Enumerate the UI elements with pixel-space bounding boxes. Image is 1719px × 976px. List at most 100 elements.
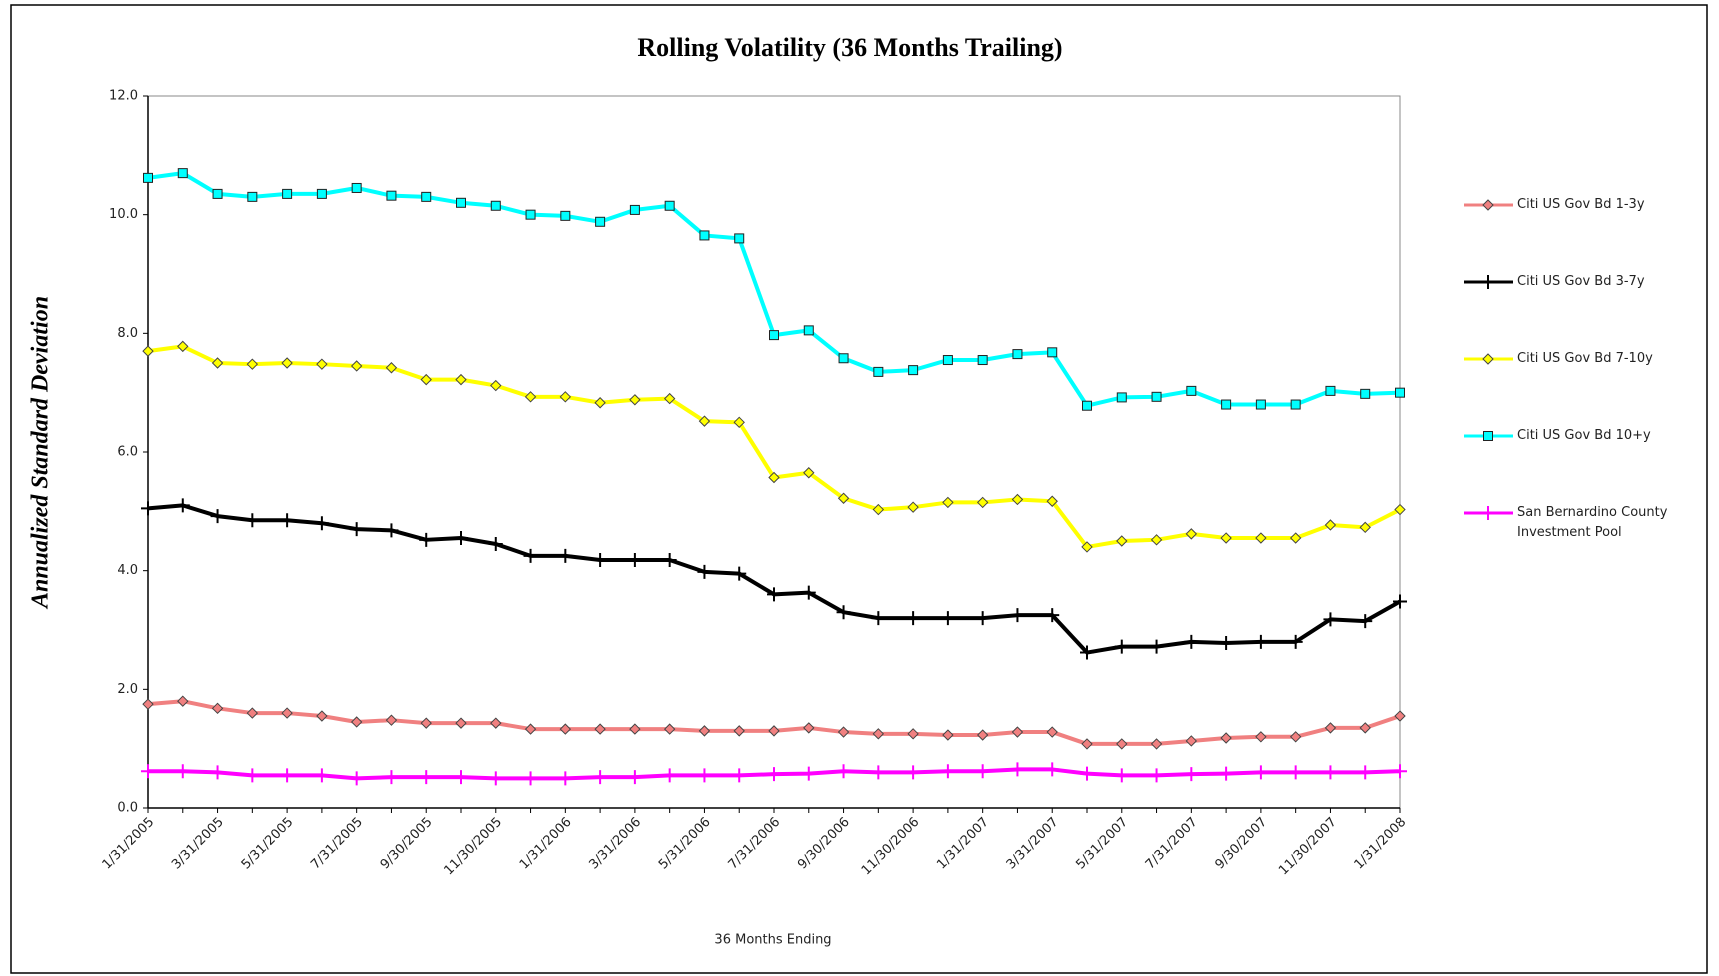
point-marker [454,770,468,785]
point-marker [698,415,711,427]
point-marker [697,768,712,783]
point-marker [1185,735,1198,747]
point-marker [349,522,364,537]
series [142,695,1406,750]
point-marker [837,492,850,504]
point-marker [175,764,190,779]
point-marker [803,325,814,336]
legend-label: Citi US Gov Bd 10+y [1517,428,1651,443]
point-marker [349,771,364,786]
point-marker [1011,726,1024,738]
point-marker [1081,541,1093,553]
point-marker [1358,765,1373,780]
chart-border [10,4,1708,974]
point-marker [1359,521,1371,534]
point-marker [211,702,224,715]
point-marker [141,501,155,516]
point-marker [210,765,225,780]
point-marker [1323,765,1338,780]
point-marker [1483,431,1493,441]
point-marker [767,767,781,782]
point-marker [975,611,990,626]
point-marker [385,714,398,726]
point-marker [1255,399,1266,410]
point-marker [177,168,188,179]
point-marker [246,707,259,719]
point-marker [975,764,990,779]
point-marker [593,770,608,785]
point-marker [143,172,153,183]
point-marker [523,548,538,563]
point-marker [212,188,223,199]
point-marker [386,190,397,201]
point-marker [419,770,434,785]
point-marker [836,605,851,620]
point-marker [1360,388,1371,399]
legend-label: Citi US Gov Bd 1-3y [1517,197,1645,212]
point-marker [1150,534,1163,546]
point-marker [1358,614,1373,629]
series [142,340,1406,553]
point-marker [768,471,780,484]
point-marker [316,188,327,199]
point-marker [558,548,573,563]
point-marker [1080,645,1094,660]
y-tick-label: 10.0 [109,207,138,222]
point-marker [1221,399,1232,410]
point-marker [733,725,745,737]
point-marker [1289,731,1302,743]
point-marker [1481,506,1495,520]
point-marker [211,357,224,369]
point-marker [908,365,919,376]
point-marker [942,355,953,366]
point-marker [734,233,745,244]
point-marker [803,722,815,734]
point-marker [801,766,816,781]
point-marker [907,728,919,740]
point-marker [524,723,537,735]
point-marker [1114,768,1129,783]
point-marker [907,501,919,513]
point-marker [1116,535,1128,547]
point-marker [488,536,503,551]
point-marker [1012,349,1023,360]
point-marker [976,729,989,741]
point-marker [142,698,154,710]
point-marker [593,552,608,567]
point-marker [942,496,954,509]
point-marker [350,716,363,728]
point-marker [282,188,293,199]
point-marker [697,564,712,579]
point-marker [664,200,675,211]
point-marker [627,552,642,567]
point-marker [210,509,225,524]
point-marker [977,355,988,366]
point-marker [629,723,641,735]
y-tick-label: 12.0 [109,89,138,104]
point-marker [142,345,154,357]
point-marker [314,768,329,783]
point-marker [177,340,189,353]
point-marker [871,611,886,626]
point-marker [699,230,710,241]
point-marker [1045,608,1060,623]
point-marker [1047,347,1058,358]
point-marker [384,523,399,538]
point-marker [175,498,190,513]
point-marker [1359,722,1371,734]
point-marker [419,532,434,547]
point-marker [141,764,155,779]
y-tick-label: 2.0 [117,682,138,697]
point-marker [662,768,677,783]
point-marker [873,366,884,377]
point-marker [698,725,711,737]
point-marker [559,391,572,403]
point-marker [1324,519,1337,531]
x-axis-label: 36 Months Ending [714,933,831,948]
y-axis-label: Annualized Standard Deviation [28,296,54,610]
point-marker [280,768,295,783]
point-marker [629,204,640,215]
point-marker [940,764,955,779]
